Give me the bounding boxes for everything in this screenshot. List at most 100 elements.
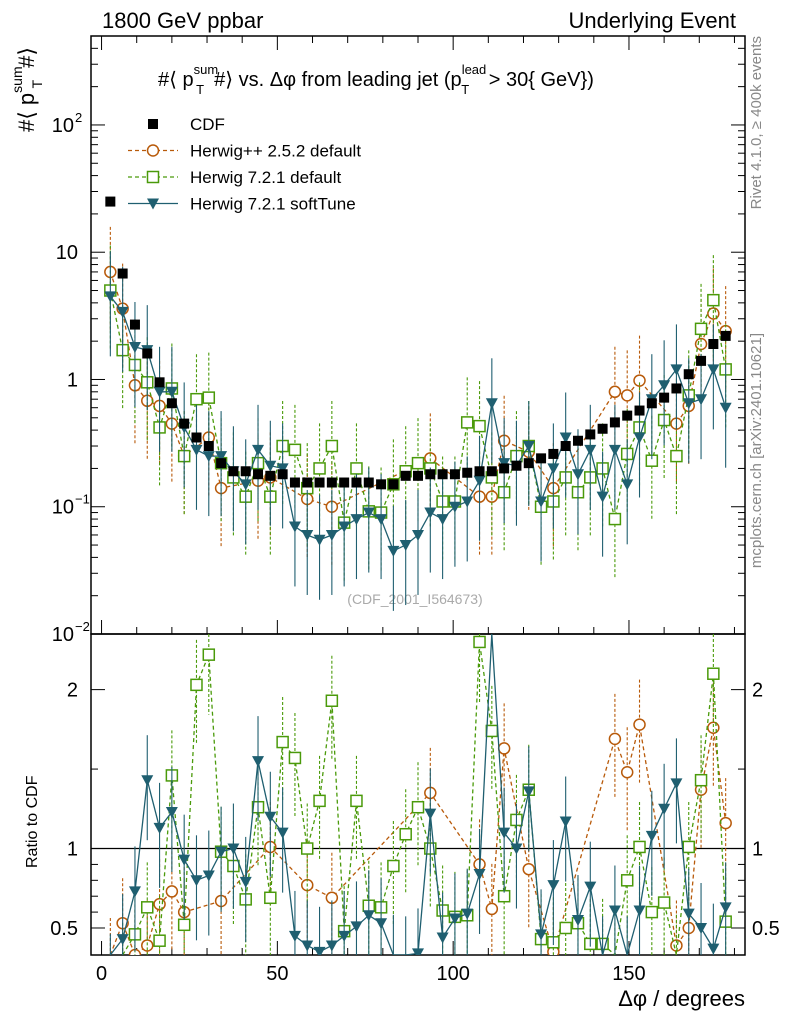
ratio-herwigpp-point — [497, 742, 511, 755]
main-cdf-point — [302, 477, 313, 488]
main-cdf-point — [265, 470, 276, 481]
ratio-h721soft-point — [325, 940, 338, 952]
main-h721soft-point — [264, 460, 277, 472]
ratio-h721soft-point — [707, 943, 720, 955]
ratio-h721soft-point — [608, 905, 621, 917]
main-cdf-point — [179, 418, 190, 429]
main-herwigpp-point — [485, 490, 499, 503]
main-h721def-point — [460, 416, 474, 429]
legend-marker-herwigpp — [146, 144, 160, 157]
main-cdf-point — [486, 466, 497, 477]
main-cdf-point — [277, 469, 288, 480]
main-cdf-point — [499, 463, 510, 474]
main-ytick-label: 1 — [67, 369, 78, 391]
ratio-herwigpp-point — [485, 902, 499, 916]
main-h721def-point — [190, 392, 203, 406]
main-h721soft-point — [424, 507, 437, 519]
main-herwigpp-point — [633, 374, 646, 387]
main-h721soft-point — [338, 521, 351, 533]
main-h721def-point — [670, 449, 683, 463]
main-h721soft-point — [436, 514, 449, 526]
ratio-h721soft-point — [215, 846, 228, 858]
header-right: Underlying Event — [568, 8, 736, 33]
ratio-h721soft-point — [412, 948, 424, 955]
main-cdf-point — [609, 417, 620, 428]
main-h721soft-point — [608, 444, 621, 456]
ratio-h721def-point — [620, 874, 634, 887]
main-h721soft-point — [350, 514, 363, 526]
main-h721def-point — [350, 462, 363, 475]
ratio-h721def-point — [264, 891, 277, 905]
main-h721soft-point — [202, 451, 215, 463]
ratio-h721def-point — [682, 840, 695, 854]
ratio-h721soft-point — [276, 827, 289, 839]
ratio-h721soft-point — [547, 880, 560, 892]
main-ytick-label: 10 — [56, 242, 78, 264]
ratio-h721def-point — [190, 678, 203, 692]
main-h721soft-point — [362, 507, 375, 519]
ratio-h721def-point — [313, 794, 326, 808]
main-cdf-point — [511, 460, 522, 471]
ratio-herwigpp-point — [608, 732, 622, 746]
main-cdf-point — [289, 477, 300, 488]
legend-marker-h721def — [146, 170, 160, 184]
ratio-h721soft-point — [338, 930, 351, 942]
main-h721soft-point — [165, 386, 178, 398]
ratio-herwigpp-point — [633, 718, 646, 731]
ratio-h721soft-point — [128, 886, 141, 898]
main-cdf-point — [720, 330, 731, 341]
main-herwigpp-point — [608, 385, 622, 399]
main-cdf-point — [425, 469, 436, 480]
main-cdf-point — [622, 410, 633, 421]
main-cdf-point — [376, 479, 387, 490]
main-cdf-point — [585, 429, 596, 440]
ratio-h721soft-point — [436, 932, 449, 944]
ratio-h721def-point — [300, 842, 314, 855]
ratio-h721soft-point — [165, 806, 178, 818]
main-h721soft-point — [695, 394, 708, 406]
main-h721soft-point — [621, 479, 634, 491]
ratio-h721soft-point — [584, 881, 597, 893]
ratio-h721soft-point — [719, 902, 732, 914]
main-h721soft-point — [682, 398, 695, 410]
main-h721soft-point — [522, 441, 535, 453]
main-h721soft-point — [190, 444, 203, 456]
ratio-h721def-point — [399, 827, 412, 841]
main-cdf-point — [314, 477, 325, 488]
ratio-h721soft-point — [301, 940, 314, 952]
ratio-h721soft-point — [461, 908, 474, 920]
ratio-h721def-point — [645, 905, 659, 919]
ratio-herwigpp-point — [620, 766, 634, 779]
main-h721soft-point — [719, 402, 732, 414]
main-cdf-point — [339, 477, 350, 488]
main-ytick-label: 10 — [52, 624, 74, 646]
main-h721soft-point — [215, 451, 228, 463]
ratio-ylabel: Ratio to CDF — [24, 775, 41, 868]
xtick-label: 100 — [436, 963, 469, 985]
main-h721soft-point — [239, 479, 252, 491]
ratio-h721soft-point — [498, 827, 511, 839]
ratio-h721soft-point — [227, 843, 240, 855]
main-cdf-point — [142, 348, 153, 359]
main-h721soft-point — [288, 521, 301, 533]
ratio-h721def-point — [288, 751, 302, 765]
x-axis-label: Δφ / degrees — [618, 986, 745, 1011]
main-h721soft-point — [301, 529, 314, 541]
ratio-h721soft-point — [658, 803, 671, 815]
ratio-herwigpp-point — [165, 885, 179, 898]
main-h721def-point — [694, 322, 708, 336]
plot-title: #⟨ psum T #⟩ vs. Δφ from leading jet (plea… — [158, 62, 594, 97]
main-h721def-line — [109, 290, 727, 523]
ratio-h721def-point — [633, 840, 646, 854]
ratio-h721soft-point — [288, 930, 301, 942]
main-h721soft-point — [596, 491, 609, 503]
main-cdf-point — [326, 477, 337, 488]
main-ytick-exponent: −1 — [75, 492, 90, 507]
main-h721soft-point — [276, 463, 289, 475]
main-h721soft-point — [670, 364, 683, 376]
ratio-h721soft-point — [670, 778, 683, 790]
ratio-herwigpp-point — [719, 816, 732, 830]
main-h721soft-point — [658, 380, 671, 392]
main-cdf-point — [474, 466, 485, 477]
mcplots-label: mcplots.cern.ch [arXiv:2401.10621] — [748, 333, 765, 568]
